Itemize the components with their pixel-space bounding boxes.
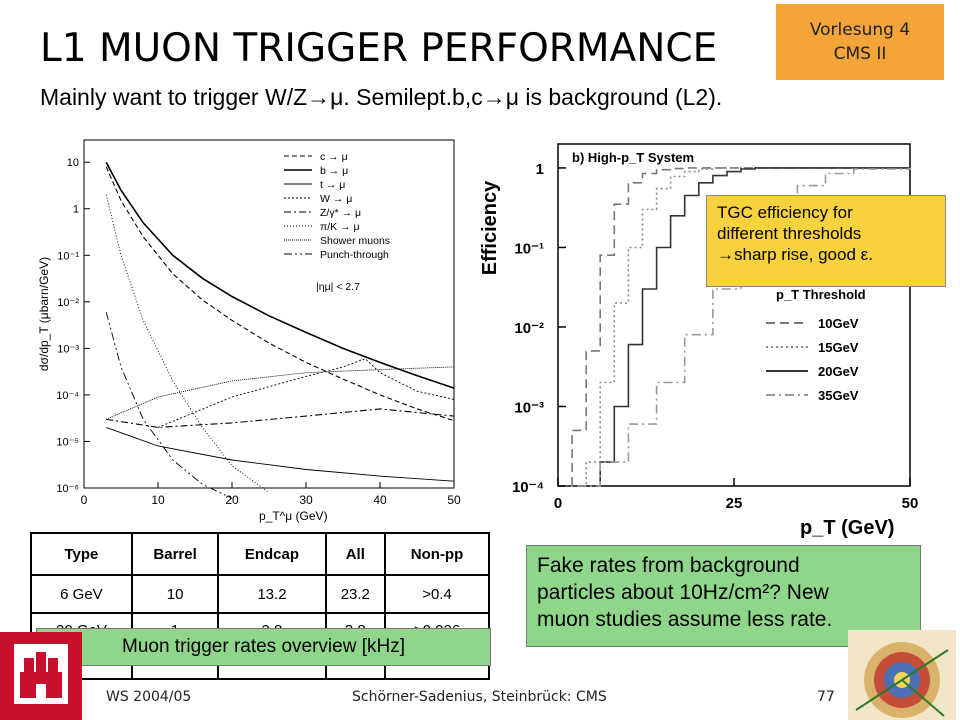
- plot-frame: [83, 139, 455, 489]
- footer-page-number: 77: [817, 689, 835, 705]
- y-tick-label: 10⁻¹: [57, 250, 79, 262]
- legend-label: W → μ: [320, 193, 352, 205]
- series-line: [105, 194, 270, 493]
- tgc-line1: TGC efficiency for: [717, 203, 853, 222]
- legend-label: Z/γ* → μ: [320, 207, 361, 219]
- legend-label: 10GeV: [818, 316, 859, 331]
- y-tick-label: 10⁻⁴: [512, 479, 544, 496]
- fake-line3: muon studies assume less rate.: [537, 608, 833, 631]
- series-line: [558, 167, 911, 487]
- chart-title: b) High-p_T System: [572, 150, 694, 165]
- header-barrel: Barrel: [130, 532, 220, 576]
- x-tick-label: 20: [225, 493, 239, 507]
- fake-line2: particles about 10Hz/cm²? New: [537, 581, 829, 604]
- legend-label: b → μ: [320, 165, 348, 177]
- x-tick-label: 0: [554, 495, 562, 512]
- efficiency-chart: b) High-p_T System 1 10⁻¹ 10⁻² 10⁻³ 10⁻⁴ 0 25 50…: [479, 143, 919, 539]
- table-cell: 6 GeV: [30, 574, 133, 614]
- tgc-line3: →sharp rise, good ε.: [717, 245, 873, 264]
- y-tick-label: 10⁻⁴: [56, 390, 79, 402]
- footer-authors: Schörner-Sadenius, Steinbrück: CMS: [352, 689, 607, 705]
- x-tick-label: 50: [447, 493, 461, 507]
- cms-logo: [848, 630, 956, 720]
- y-tick-label: 10: [67, 157, 79, 169]
- table-cell: 10: [130, 574, 220, 614]
- y-tick-label: 1: [73, 204, 79, 216]
- badge-line2: CMS II: [833, 44, 887, 64]
- series-line: [558, 167, 910, 487]
- x-axis-label: p_T^μ (GeV): [259, 509, 328, 523]
- x-tick-label: 0: [81, 493, 88, 507]
- legend-title: p_T Threshold: [776, 287, 866, 302]
- lecture-badge: Vorlesung 4 CMS II: [776, 4, 944, 80]
- footer-semester: WS 2004/05: [106, 689, 192, 705]
- fake-line1: Fake rates from background: [537, 554, 800, 577]
- badge-line1: Vorlesung 4: [809, 20, 911, 40]
- series-line: [558, 167, 910, 487]
- table-cell: 13.2: [217, 574, 327, 614]
- legend-label: Shower muons: [320, 235, 390, 247]
- table-header-row: Type Barrel Endcap All Non-pp: [30, 532, 490, 576]
- legend-label: c → μ: [320, 151, 348, 163]
- y-tick-label: 10⁻²: [57, 297, 79, 309]
- legend-label: 35GeV: [818, 388, 859, 403]
- y-tick-label: 10⁻⁶: [56, 483, 79, 495]
- y-tick-label: 10⁻³: [514, 399, 544, 416]
- y-tick-label: 10⁻¹: [514, 240, 544, 257]
- y-tick-label: 10⁻²: [514, 320, 544, 337]
- series-line: [558, 167, 910, 487]
- x-tick-label: 30: [299, 493, 313, 507]
- table-row: 6 GeV 10 13.2 23.2 >0.4: [30, 574, 490, 614]
- header-endcap: Endcap: [217, 532, 327, 576]
- y-tick-label: 10⁻³: [57, 343, 79, 355]
- series-line: [106, 408, 455, 428]
- legend-label: π/K → μ: [320, 221, 360, 233]
- y-tick-label: 1: [536, 161, 544, 178]
- x-tick-label: 10: [151, 493, 165, 507]
- x-axis-label: p_T (GeV): [800, 517, 894, 539]
- y-tick-label: 10⁻⁵: [56, 436, 79, 448]
- table-cell: >0.4: [384, 574, 490, 614]
- x-tick-label: 25: [726, 495, 743, 512]
- legend-label: 20GeV: [818, 364, 859, 379]
- header-all: All: [324, 532, 387, 576]
- eta-annotation: |ημ| < 2.7: [316, 281, 360, 293]
- header-type: Type: [30, 532, 133, 576]
- x-tick-label: 50: [902, 495, 919, 512]
- series-line: [105, 312, 233, 499]
- cross-section-chart: 0 10 20 30 40 50 10 1 10⁻¹ 10⁻² 10⁻³ 10⁻⁴ 10⁻⁵ 10⁻⁶ p_…: [37, 139, 461, 523]
- series-line: [105, 166, 455, 422]
- tgc-efficiency-callout: TGC efficiency for different thresholds …: [706, 195, 946, 287]
- slide-subtitle: Mainly want to trigger W/Z→μ. Semilept.b…: [40, 84, 723, 110]
- university-logo: [0, 632, 82, 720]
- table-cell: 23.2: [324, 574, 387, 614]
- series-line: [106, 366, 455, 420]
- legend-label: Punch-through: [320, 249, 389, 261]
- slide-title: L1 MUON TRIGGER PERFORMANCE: [40, 26, 718, 71]
- series-line: [106, 426, 455, 482]
- legend-label: t → μ: [320, 179, 345, 191]
- series-line: [105, 161, 455, 389]
- tgc-line2: different thresholds: [717, 224, 862, 243]
- y-axis-label: Efficiency: [479, 180, 501, 275]
- table-caption: Muon trigger rates overview [kHz]: [36, 628, 491, 666]
- series-line: [157, 358, 455, 428]
- legend-label: 15GeV: [818, 340, 859, 355]
- x-tick-label: 40: [373, 493, 387, 507]
- header-non-pp: Non-pp: [384, 532, 490, 576]
- y-axis-label: dσ/dp_T (μbarn/GeV): [37, 257, 51, 371]
